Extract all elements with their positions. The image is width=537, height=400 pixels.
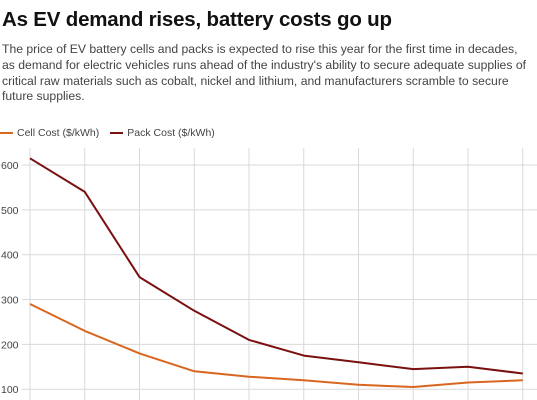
pack-cost-line (29, 157, 523, 375)
legend-swatch-pack (110, 132, 124, 134)
y-tick-label: 300 (1, 295, 19, 307)
chart-title: As EV demand rises, battery costs go up (2, 8, 392, 31)
y-tick-label: 200 (1, 339, 19, 351)
legend-swatch-cell (0, 132, 13, 134)
legend-label-cell: Cell Cost ($/kWh) (17, 127, 100, 139)
series-lines (29, 157, 523, 388)
legend-item-pack: Pack Cost ($/kWh) (110, 127, 215, 139)
legend: Cell Cost ($/kWh) Pack Cost ($/kWh) (0, 127, 226, 139)
grid (22, 148, 537, 400)
chart-subtitle: The price of EV battery cells and packs … (2, 42, 526, 104)
legend-label-pack: Pack Cost ($/kWh) (127, 127, 215, 139)
y-axis-ticks: 100 200 300 400 500 600 (1, 160, 19, 396)
line-chart: 100 200 300 400 500 600 (1, 148, 537, 400)
legend-item-cell: Cell Cost ($/kWh) (0, 127, 99, 139)
cell-cost-line (29, 303, 523, 388)
y-tick-label: 400 (1, 250, 19, 262)
y-tick-label: 600 (1, 160, 19, 172)
y-tick-label: 500 (1, 205, 19, 217)
y-tick-label: 100 (1, 384, 19, 396)
